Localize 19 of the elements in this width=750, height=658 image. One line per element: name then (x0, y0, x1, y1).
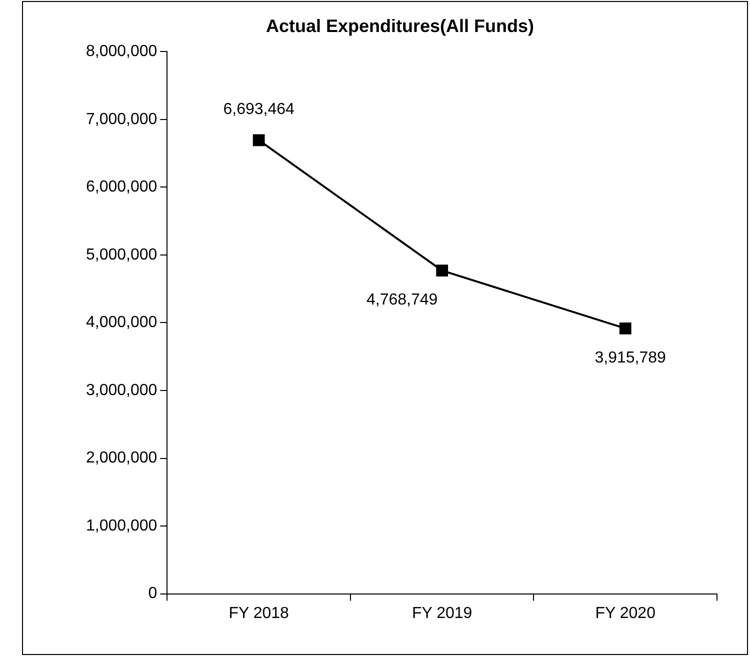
data-label: 3,915,789 (594, 349, 666, 366)
y-tick-label: 3,000,000 (86, 382, 158, 399)
chart-title: Actual Expenditures(All Funds) (266, 16, 534, 36)
data-label: 6,693,464 (223, 101, 295, 118)
y-tick-label: 0 (148, 585, 158, 602)
y-tick-label: 4,000,000 (86, 314, 158, 332)
data-label: 4,768,749 (366, 292, 438, 309)
x-tick-label: FY 2018 (228, 604, 290, 622)
y-tick-label: 2,000,000 (86, 450, 158, 467)
y-tick-label: 1,000,000 (86, 517, 158, 534)
y-tick-label: 5,000,000 (86, 246, 158, 264)
y-tick-label: 7,000,000 (86, 110, 158, 128)
x-tick-label: FY 2020 (595, 604, 656, 622)
y-tick-label: 6,000,000 (86, 178, 158, 196)
point (436, 264, 448, 277)
x-tick-label: FY 2019 (412, 604, 472, 622)
point (252, 134, 265, 146)
point (619, 322, 632, 334)
y-tick-label: 8,000,000 (86, 43, 158, 60)
